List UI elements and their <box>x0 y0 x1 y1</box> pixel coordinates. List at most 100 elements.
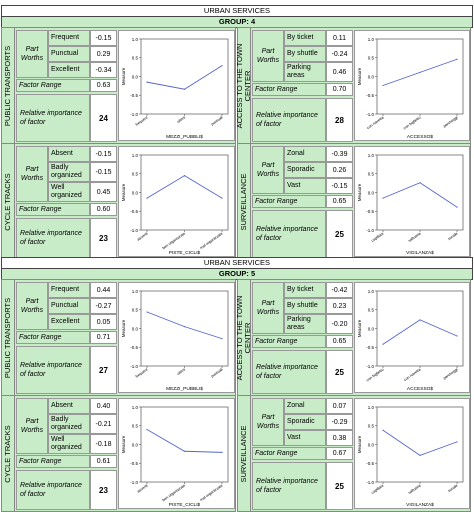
x-tick-label: frequent <box>135 115 149 127</box>
y-tick-label: -0.5 <box>130 461 138 466</box>
x-axis-label: MEZZI_PUBBLI$ <box>166 134 203 140</box>
factor-range-label: Factor Range <box>252 335 326 348</box>
factor-name-text: PUBLIC TRANSPORTS <box>3 297 12 378</box>
y-axis-label: Measure <box>357 435 362 453</box>
y-tick-label: 1.0 <box>132 405 139 410</box>
y-tick-label: -0.5 <box>366 209 374 214</box>
y-tick-label: 0.0 <box>368 326 375 331</box>
data-point <box>456 335 458 337</box>
factor-name: SURVEILLANCE <box>238 144 251 259</box>
factor-panel: PUBLIC TRANSPORTS Part Worths Frequent 0.44… <box>1 279 236 396</box>
x-tick-label: con biglietto <box>366 368 385 383</box>
x-tick-label: mal organizzate <box>199 484 223 503</box>
level-label: Badly organized <box>48 162 90 182</box>
factor-panel: CYCLE TRACKS Part Worths Absent -0.15 Badly … <box>1 143 236 260</box>
factor-name-text: ACCESS TO THE TOWN CENTER <box>235 43 252 128</box>
part-worth-value: 0.44 <box>90 282 117 298</box>
y-axis-label: Measure <box>121 319 126 337</box>
relative-importance-value: 25 <box>326 462 353 510</box>
y-tick-label: -1.0 <box>130 228 138 233</box>
factor-name: ACCESS TO THE TOWN CENTER <box>235 28 252 143</box>
part-worths-label: Part Worths <box>16 282 48 330</box>
data-point <box>382 84 384 87</box>
series-line <box>146 175 223 199</box>
level-label: Sporadic <box>284 414 326 430</box>
series-line <box>382 429 458 456</box>
plot-frame <box>140 406 229 483</box>
plot-frame <box>140 38 229 115</box>
y-tick-label: 0.0 <box>368 442 375 447</box>
y-tick-label: 0.5 <box>132 56 139 61</box>
level-label: Zonal <box>284 398 326 414</box>
factor-name-text: CYCLE TRACKS <box>3 172 12 231</box>
part-worths-label: Part Worths <box>252 282 284 334</box>
factor-name: PUBLIC TRANSPORTS <box>2 28 15 143</box>
x-tick-label: mal organizzate <box>199 232 223 251</box>
part-worth-value: 0.07 <box>326 398 353 414</box>
relative-importance-label: Relative importance of factor <box>16 218 90 258</box>
factor-panel: SURVEILLANCE Part Worths Zonal -0.39 Sporadi… <box>237 143 471 260</box>
factor-range-label: Factor Range <box>252 83 326 96</box>
data-point <box>146 428 148 431</box>
x-tick-label: puntuali <box>210 115 223 126</box>
data-point <box>382 197 384 199</box>
x-axis-label: MEZZI_PUBBLI$ <box>166 386 203 392</box>
y-axis-label: Measure <box>357 183 362 201</box>
part-worth-chart: 1.0 0.5 0.0 -0.5 -1.0 Measure frequent ottimi pu… <box>118 282 235 393</box>
y-tick-label: 1.0 <box>368 289 375 294</box>
relative-importance-value: 23 <box>90 470 117 510</box>
level-label: Absent <box>48 146 90 162</box>
y-axis-label: Measure <box>121 67 126 85</box>
level-label: Badly organized <box>48 414 90 434</box>
part-worth-value: -0.15 <box>90 146 117 162</box>
x-tick-label: capillare <box>371 484 385 495</box>
y-tick-label: 0.5 <box>132 308 139 313</box>
x-axis-label: VIGILANZA$ <box>406 250 434 256</box>
part-worth-chart: 1.0 0.5 0.0 -0.5 -1.0 Measure capillare saltuar… <box>354 398 470 509</box>
factor-name-text: SURVEILLANCE <box>239 173 248 230</box>
plot-frame <box>376 38 464 115</box>
data-point <box>382 429 384 431</box>
relative-importance-value: 25 <box>326 210 353 258</box>
x-tick-label: ben organizzate <box>162 484 186 503</box>
y-tick-label: -0.5 <box>366 345 374 350</box>
x-tick-label: assenti <box>136 483 148 493</box>
factor-panel: PUBLIC TRANSPORTS Part Worths Frequent -0.1… <box>1 27 236 144</box>
part-worth-value: 0.46 <box>326 62 353 82</box>
x-axis-label: PISTE_CICLI$ <box>169 502 201 508</box>
y-tick-label: 1.0 <box>132 289 139 294</box>
x-tick-label: saltuaria <box>408 231 423 243</box>
level-label: Absent <box>48 398 90 414</box>
part-worth-chart: 1.0 0.5 0.0 -0.5 -1.0 Measure con navetta con b… <box>354 30 470 141</box>
x-tick-label: con navetta <box>366 115 385 130</box>
factor-name-text: ACCESS TO THE TOWN CENTER <box>235 295 252 380</box>
y-tick-label: -1.0 <box>366 112 374 117</box>
part-worth-chart: 1.0 0.5 0.0 -0.5 -1.0 Measure capillare saltuar… <box>354 146 470 257</box>
factor-range-value: 0.63 <box>90 79 117 92</box>
series-line <box>146 65 223 90</box>
data-point <box>419 454 421 456</box>
factor-panel: ACCESS TO THE TOWN CENTER Part Worths By t… <box>235 279 471 396</box>
data-point <box>146 81 148 83</box>
y-tick-label: -0.5 <box>130 209 138 214</box>
plot-frame <box>140 290 229 367</box>
factor-panel: ACCESS TO THE TOWN CENTER Part Worths By t… <box>235 27 471 144</box>
part-worth-value: -0.34 <box>90 62 117 78</box>
level-label: Frequent <box>48 282 90 298</box>
part-worth-chart: 1.0 0.5 0.0 -0.5 -1.0 Measure assenti ben organ… <box>118 398 235 509</box>
part-worth-chart: 1.0 0.5 0.0 -0.5 -1.0 Measure frequent ottimi pu… <box>118 30 235 141</box>
part-worth-value: -0.39 <box>326 146 353 162</box>
data-point <box>456 441 458 443</box>
y-tick-label: 0.5 <box>368 172 375 177</box>
y-tick-label: -1.0 <box>366 480 374 485</box>
factor-range-label: Factor Range <box>16 79 90 92</box>
data-point <box>456 206 458 208</box>
part-worth-value: -0.29 <box>326 414 353 430</box>
plot-frame <box>376 290 464 367</box>
plot-frame <box>140 154 229 231</box>
part-worth-value: 0.29 <box>90 46 117 62</box>
part-worth-value: -0.15 <box>90 30 117 46</box>
factor-name: PUBLIC TRANSPORTS <box>2 280 15 395</box>
level-label: Excellent <box>48 62 90 78</box>
factor-name: SURVEILLANCE <box>238 396 251 511</box>
